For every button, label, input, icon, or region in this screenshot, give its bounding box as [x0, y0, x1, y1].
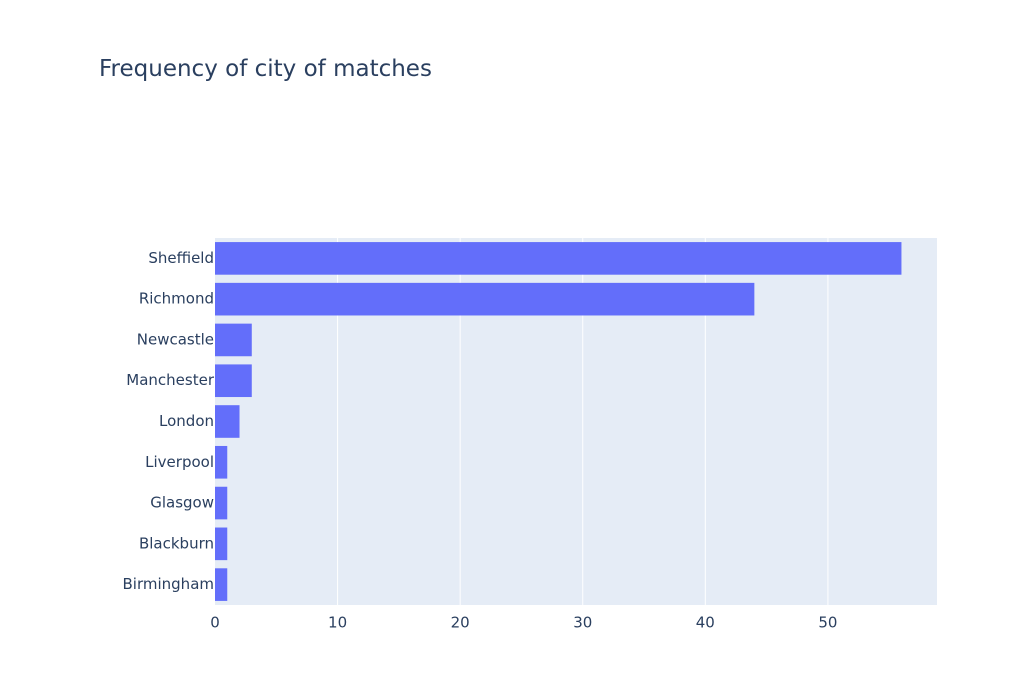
- y-tick-label: Blackburn: [139, 534, 214, 552]
- bar-blackburn: [215, 527, 228, 561]
- y-tick-label: Glasgow: [150, 494, 214, 512]
- bars: [215, 242, 902, 601]
- y-tick-label: Manchester: [126, 371, 215, 389]
- bar-london: [215, 405, 240, 438]
- y-tick-label: Birmingham: [123, 575, 214, 593]
- x-tick-label: 10: [328, 614, 347, 632]
- bar-newcastle: [215, 323, 252, 357]
- y-axis-tick-labels: Sheffield Richmond Newcastle Manchester Lond…: [123, 249, 215, 593]
- x-tick-label: 40: [696, 614, 715, 632]
- bar-sheffield: [215, 242, 902, 275]
- y-tick-label: Richmond: [139, 290, 214, 308]
- bar-liverpool: [215, 445, 228, 479]
- chart-title: Frequency of city of matches: [99, 56, 432, 82]
- x-tick-label: 20: [451, 614, 470, 632]
- y-tick-label: Newcastle: [137, 330, 214, 348]
- bar-glasgow: [215, 486, 228, 520]
- x-tick-label: 0: [210, 614, 220, 632]
- y-tick-label: Sheffield: [148, 249, 214, 267]
- bar-manchester: [215, 364, 252, 398]
- bar-birmingham: [215, 568, 228, 601]
- x-tick-label: 30: [573, 614, 592, 632]
- x-axis-tick-labels: 0 10 20 30 40 50: [210, 614, 837, 632]
- x-tick-label: 50: [818, 614, 837, 632]
- y-tick-label: Liverpool: [145, 453, 214, 471]
- bar-richmond: [215, 282, 755, 316]
- y-tick-label: London: [159, 412, 214, 430]
